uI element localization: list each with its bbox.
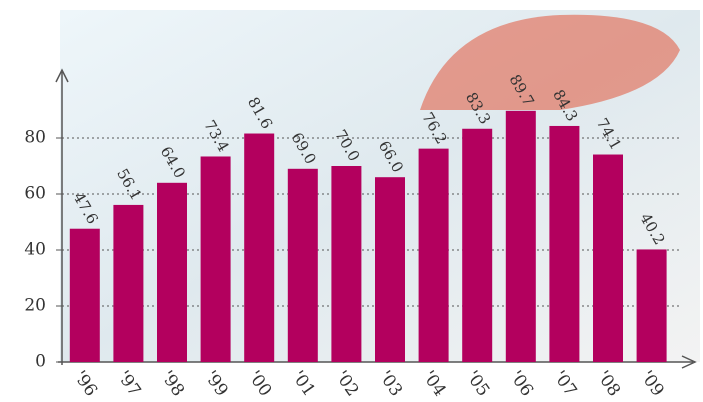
bar (375, 177, 405, 362)
x-tick-label: '98 (157, 367, 188, 400)
x-tick-label: '99 (200, 367, 231, 400)
x-axis-arrow (681, 355, 697, 369)
x-tick-label: '96 (69, 367, 100, 400)
x-tick-label: '06 (505, 367, 536, 400)
bar (549, 125, 580, 363)
x-tick-label: '09 (636, 367, 667, 400)
bar (244, 133, 275, 362)
x-tick-label: '05 (462, 367, 493, 400)
y-tick-label: 80 (24, 128, 46, 148)
bar (505, 110, 536, 362)
bar (636, 249, 667, 362)
bar (200, 156, 231, 362)
x-tick-label: '04 (418, 367, 449, 400)
x-tick-label: '02 (331, 367, 362, 400)
y-tick-label: 0 (35, 352, 46, 372)
x-tick-label: '08 (593, 367, 624, 400)
x-tick-label: '01 (287, 367, 318, 400)
x-tick-label: '07 (549, 367, 580, 400)
bar (462, 128, 493, 362)
y-tick-label: 60 (24, 184, 46, 204)
car-illustration (420, 14, 680, 111)
y-tick-label: 40 (24, 240, 46, 260)
x-tick-label: '00 (244, 367, 275, 400)
bar (418, 148, 449, 362)
bar (331, 166, 362, 362)
x-tick-label: '97 (113, 367, 144, 400)
bar (287, 168, 318, 362)
x-tick-label: '03 (375, 367, 406, 400)
bar (593, 154, 623, 362)
bar (69, 228, 100, 362)
y-axis-arrow (55, 68, 69, 83)
bar (157, 182, 187, 362)
bar (113, 204, 144, 362)
y-tick-label: 20 (24, 296, 46, 316)
